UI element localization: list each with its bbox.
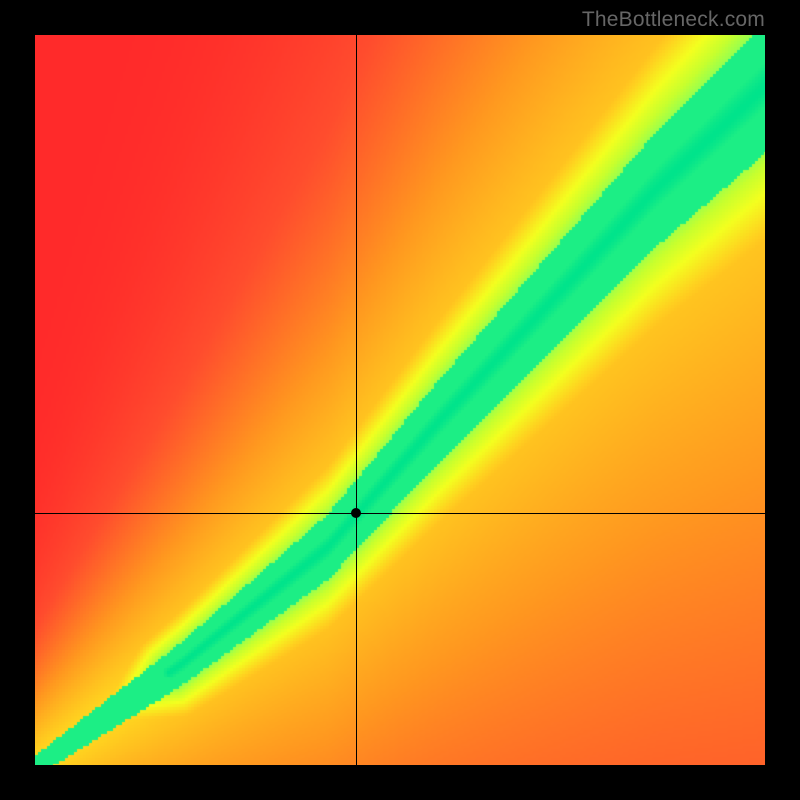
crosshair-vertical	[356, 35, 357, 765]
crosshair-marker	[351, 508, 361, 518]
watermark: TheBottleneck.com	[582, 8, 765, 32]
heatmap-plot	[35, 35, 765, 765]
crosshair-horizontal	[35, 513, 765, 514]
heatmap-canvas	[35, 35, 765, 765]
